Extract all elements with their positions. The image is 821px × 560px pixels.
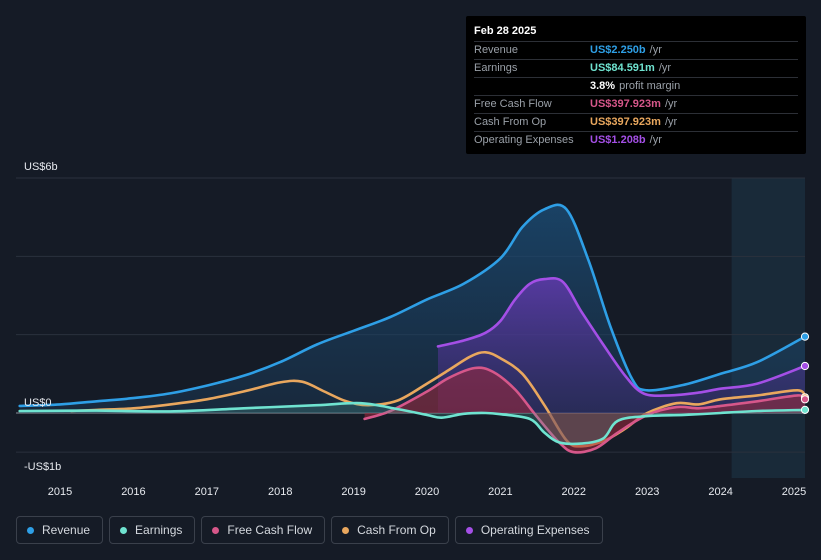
tooltip-value: US$397.923m — [590, 116, 661, 128]
y-label-top: US$6b — [24, 161, 58, 173]
series-endpoint-earnings — [800, 405, 810, 414]
legend-label: Earnings — [135, 523, 183, 537]
tooltip-label: Free Cash Flow — [474, 98, 552, 110]
tooltip-row-operating-expenses: Operating Expenses US$1.208b /yr — [474, 131, 798, 149]
series-line-cash-from-op — [69, 350, 807, 448]
legend-label: Free Cash Flow — [227, 523, 313, 537]
tooltip-date: Feb 28 2025 — [474, 25, 537, 37]
legend-item-revenue[interactable]: Revenue — [16, 516, 104, 544]
tooltip-suffix: /yr — [658, 62, 672, 74]
tooltip-value: US$84.591m — [590, 62, 655, 74]
tooltip-row-profit-margin: 3.8% profit margin — [474, 77, 798, 95]
x-tick-label: 2022 — [562, 486, 586, 498]
legend-dot-icon — [212, 526, 220, 534]
tooltip-value: US$397.923m — [590, 98, 661, 110]
series-area-earnings — [19, 403, 805, 444]
x-tick-label: 2024 — [708, 486, 732, 498]
legend-item-free-cash-flow[interactable]: Free Cash Flow — [201, 516, 326, 544]
tooltip-suffix: /yr — [649, 134, 662, 146]
x-tick-label: 2025 — [782, 486, 806, 498]
tooltip-suffix: profit margin — [619, 80, 681, 92]
tooltip-label — [474, 78, 590, 95]
x-tick-label: 2023 — [635, 486, 659, 498]
tooltip-row-earnings: Earnings US$84.591m /yr — [474, 59, 798, 77]
x-tick-label: 2016 — [121, 486, 145, 498]
legend: Revenue Earnings Free Cash Flow Cash Fro… — [16, 516, 603, 544]
tooltip-suffix: /yr — [664, 116, 678, 128]
series-area-revenue — [19, 204, 805, 413]
series-line-free-cash-flow — [363, 366, 807, 454]
y-label-zero: US$0 — [24, 397, 52, 409]
legend-label: Cash From Op — [357, 523, 436, 537]
tooltip-row-free-cash-flow: Free Cash Flow US$397.923m /yr — [474, 95, 798, 113]
series-line-earnings — [18, 401, 807, 446]
x-tick-label: 2020 — [415, 486, 439, 498]
tooltip-value: 3.8% — [590, 80, 616, 92]
series-area-operating-expenses — [438, 278, 805, 413]
forecast-region — [731, 178, 805, 478]
x-tick-label: 2021 — [488, 486, 512, 498]
tooltip-label: Cash From Op — [474, 116, 547, 128]
tooltip-label: Revenue — [474, 44, 519, 56]
tooltip-suffix: /yr — [664, 98, 678, 110]
series-line-revenue — [18, 203, 807, 408]
legend-item-operating-expenses[interactable]: Operating Expenses — [454, 516, 603, 544]
series-endpoint-operating-expenses — [800, 361, 810, 371]
x-tick-label: 2018 — [268, 486, 292, 498]
legend-item-earnings[interactable]: Earnings — [109, 516, 196, 544]
x-tick-label: 2017 — [195, 486, 219, 498]
series-area-free-cash-flow — [364, 367, 805, 453]
legend-item-cash-from-op[interactable]: Cash From Op — [331, 516, 449, 544]
x-tick-label: 2015 — [48, 486, 72, 498]
tooltip-label: Operating Expenses — [474, 134, 574, 146]
x-tick-label: 2019 — [341, 486, 365, 498]
tooltip-row-cash-from-op: Cash From Op US$397.923m /yr — [474, 113, 798, 131]
series-endpoint-revenue — [800, 332, 810, 341]
tooltip-value: US$2.250b — [590, 44, 646, 56]
tooltip-row-revenue: Revenue US$2.250b /yr — [474, 41, 798, 59]
tooltip-label: Earnings — [474, 62, 518, 74]
series-line-operating-expenses — [436, 276, 807, 397]
legend-dot-icon — [27, 526, 34, 534]
series-endpoint-free-cash-flow — [800, 395, 810, 404]
legend-label: Operating Expenses — [480, 523, 590, 537]
legend-label: Revenue — [42, 523, 91, 537]
legend-dot-icon — [120, 526, 128, 534]
legend-dot-icon — [465, 526, 473, 534]
tooltip-panel: Feb 28 2025 Revenue US$2.250b /yr Earnin… — [466, 16, 806, 154]
legend-dot-icon — [342, 526, 350, 534]
tooltip-value: US$1.208b — [590, 134, 646, 146]
tooltip-suffix: /yr — [649, 44, 662, 56]
y-label-bottom: -US$1b — [24, 461, 61, 473]
